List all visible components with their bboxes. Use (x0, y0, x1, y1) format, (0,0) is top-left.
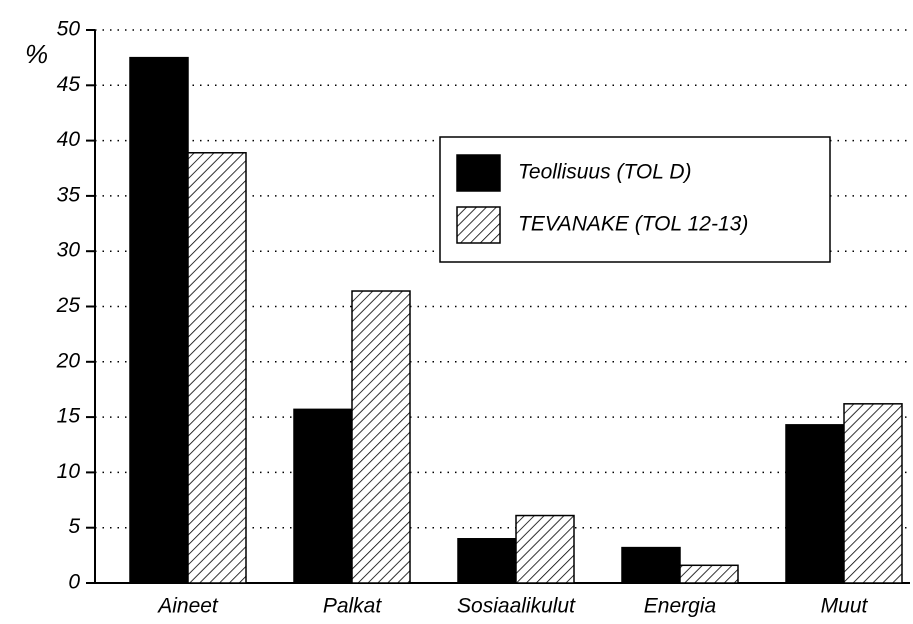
y-axis-label: % (25, 39, 48, 69)
legend-swatch (456, 154, 501, 192)
bar (785, 424, 845, 584)
bar (457, 538, 517, 584)
y-tick-label: 35 (57, 183, 81, 206)
x-tick-label: Aineet (156, 595, 219, 618)
bar (293, 408, 353, 584)
y-tick-label: 15 (57, 405, 81, 428)
y-tick-label: 45 (57, 73, 81, 96)
bar (187, 152, 247, 584)
legend-label: TEVANAKE (TOL 12-13) (518, 213, 748, 236)
x-tick-label: Energia (644, 595, 716, 618)
x-tick-label: Palkat (323, 595, 383, 618)
x-tick-label: Sosiaalikulut (457, 595, 576, 618)
y-tick-label: 5 (68, 515, 80, 538)
x-tick-label: Muut (821, 595, 869, 618)
y-tick-label: 30 (57, 239, 81, 262)
legend-swatch (456, 206, 501, 244)
y-tick-label: 0 (68, 571, 80, 594)
bar (129, 56, 189, 584)
bar (843, 403, 903, 584)
y-tick-label: 25 (56, 294, 81, 317)
bar (621, 546, 681, 584)
legend-label: Teollisuus (TOL D) (518, 161, 692, 184)
bar (351, 290, 411, 584)
y-tick-label: 10 (57, 460, 81, 483)
y-tick-label: 50 (57, 18, 81, 41)
bar (515, 514, 575, 584)
y-tick-label: 20 (56, 349, 81, 372)
bar (679, 564, 739, 584)
y-tick-label: 40 (57, 128, 81, 151)
legend-box (439, 136, 831, 263)
